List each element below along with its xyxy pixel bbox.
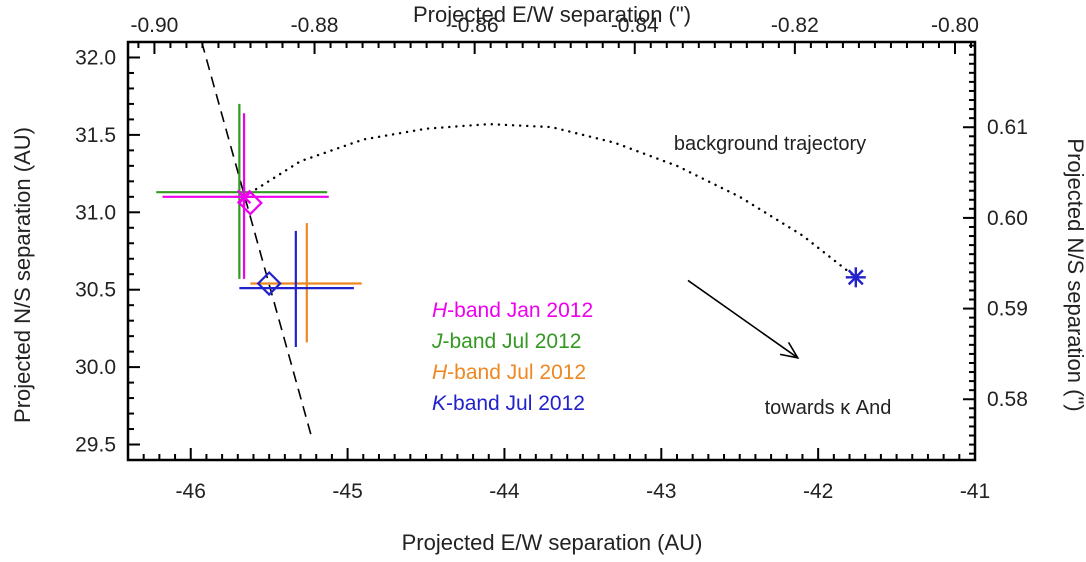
x-bottom-tick-label: -46	[176, 480, 206, 503]
y-axis-title-right: Projected N/S separation (")	[1063, 138, 1086, 411]
x-top-tick-label: -0.80	[931, 14, 979, 37]
series-1-marker-stroke	[236, 189, 252, 205]
y-left-tick-label: 31.5	[75, 124, 116, 147]
legend-entry-1: H-band Jan 2012	[432, 299, 593, 322]
y-right-tick-label: 0.61	[987, 116, 1028, 139]
x-top-tick-label: -0.88	[291, 14, 339, 37]
x-top-tick-label: -0.86	[451, 14, 499, 37]
y-right-tick-label: 0.59	[987, 298, 1028, 321]
y-right-tick-label: 0.60	[987, 207, 1028, 230]
series-1-marker	[235, 187, 254, 206]
y-left-tick-label: 30.5	[75, 279, 116, 302]
series-3-errorbars	[250, 223, 362, 343]
series-4-errorbars	[239, 230, 354, 347]
x-top-tick-label: -0.84	[611, 14, 659, 37]
series-2-errorbars	[156, 103, 328, 279]
background-position-marker-stroke	[847, 269, 864, 286]
legend-entry-band: J	[431, 330, 443, 353]
x-top-tick-label: -0.82	[771, 14, 819, 37]
legend-entry-2: J-band Jul 2012	[431, 330, 581, 353]
legend-entry-3: H-band Jul 2012	[432, 361, 586, 384]
kappa-and-arrow-shaft	[687, 279, 799, 359]
x-top-tick-label: -0.90	[130, 14, 178, 37]
x-axis-title-bottom: Projected E/W separation (AU)	[402, 530, 703, 555]
y-left-tick-label: 31.0	[75, 201, 116, 224]
dashed-orbit-line	[200, 41, 313, 437]
arrow-label: towards κ And	[765, 397, 892, 419]
background-position-marker	[845, 267, 866, 288]
y-left-tick-label: 29.5	[75, 434, 116, 457]
y-left-tick-label: 32.0	[75, 46, 116, 69]
kappa-and-arrow-head	[779, 341, 800, 359]
x-bottom-tick-label: -44	[489, 480, 520, 503]
x-bottom-tick-label: -45	[332, 480, 362, 503]
legend-entry-text: -band Jul 2012	[443, 330, 582, 353]
y-left-tick-label: 30.0	[75, 356, 116, 379]
legend-entry-band: H	[432, 361, 448, 384]
x-bottom-tick-label: -43	[646, 480, 676, 503]
x-bottom-tick-label: -42	[803, 480, 833, 503]
x-axis-title-top: Projected E/W separation (")	[413, 2, 691, 27]
legend-entry-text: -band Jul 2012	[447, 361, 586, 384]
predicted-position-diamond-2	[256, 270, 282, 297]
x-bottom-tick-label: -41	[960, 480, 990, 503]
y-right-tick-label: 0.58	[987, 388, 1028, 411]
background-trajectory-label: background trajectory	[674, 133, 866, 155]
legend-entry-text: -band Jul 2012	[446, 392, 585, 415]
legend-entry-text: -band Jan 2012	[447, 299, 593, 322]
legend-entry-band: K	[432, 392, 447, 415]
y-axis-title-left: Projected N/S separation (AU)	[10, 127, 35, 423]
legend-entry-band: H	[432, 299, 448, 322]
legend-entry-4: K-band Jul 2012	[432, 392, 585, 415]
